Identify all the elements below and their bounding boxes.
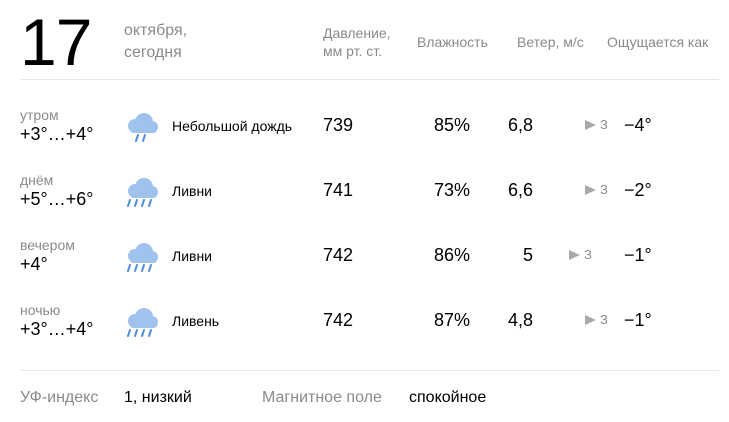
humidity-value: 87%	[434, 310, 471, 330]
forecast-row: днём +5°…+6° Ливни 741 73% 6,6 З −2°	[0, 172, 729, 232]
period-label: утром	[20, 107, 59, 123]
wind-direction-label: З	[600, 182, 608, 197]
feels-like-value: −4°	[624, 115, 652, 135]
pressure-value: 742	[323, 245, 354, 265]
feels-like-value: −1°	[624, 310, 652, 330]
showers-cloud-icon	[127, 243, 158, 272]
wind-arrow-icon	[585, 315, 596, 325]
magnetic-field-value: спокойное	[409, 389, 487, 406]
header-divider	[20, 79, 719, 80]
condition-text: Ливни	[172, 248, 212, 264]
period-label: ночью	[20, 302, 61, 318]
period-label: днём	[20, 172, 54, 188]
pressure-value: 742	[323, 310, 354, 330]
pressure-value: 741	[323, 180, 354, 200]
humidity-value: 86%	[434, 245, 471, 265]
wind-direction: З	[585, 312, 608, 328]
temperature-range: +3°…+4°	[20, 319, 94, 339]
pressure-header-line2: мм рт. ст.	[323, 43, 383, 59]
humidity-value: 85%	[434, 115, 471, 135]
wind-arrow-icon	[585, 120, 596, 130]
heavy-rain-cloud-icon	[127, 308, 158, 337]
pressure-header-line1: Давление,	[323, 25, 391, 41]
wind-speed-value: 6,6	[507, 180, 533, 200]
day-number: 17	[20, 5, 92, 79]
condition-text: Ливень	[172, 313, 220, 329]
temperature-range: +3°…+4°	[20, 124, 94, 144]
condition-text: Ливни	[172, 183, 212, 199]
humidity-column-header: Влажность	[417, 34, 488, 50]
light-rain-cloud-icon	[128, 113, 158, 142]
period-label: вечером	[20, 237, 75, 253]
feels-like-value: −1°	[624, 245, 652, 265]
wind-direction: З	[569, 247, 592, 263]
footer-divider	[20, 370, 719, 371]
feels-like-column-header: Ощущается как	[607, 34, 709, 50]
pressure-column-header: Давление, мм рт. ст.	[323, 24, 391, 60]
wind-column-header: Ветер, м/с	[517, 34, 584, 50]
wind-direction-label: З	[600, 117, 608, 132]
pressure-value: 739	[323, 115, 354, 135]
showers-cloud-icon	[127, 178, 158, 207]
forecast-row: вечером +4° Ливни 742 86% 5 З −1°	[0, 237, 729, 297]
temperature-range: +4°	[20, 254, 48, 274]
humidity-value: 73%	[434, 180, 471, 200]
feels-like-value: −2°	[624, 180, 652, 200]
forecast-row: ночью +3°…+4° Ливень 742 87% 4,8 З −1°	[0, 302, 729, 362]
wind-arrow-icon	[585, 185, 596, 195]
wind-speed-value: 6,8	[507, 115, 533, 135]
uv-index-label: УФ-индекс	[20, 389, 99, 406]
date-subtitle: октября, сегодня	[124, 20, 187, 64]
wind-direction: З	[585, 182, 608, 198]
wind-direction: З	[585, 117, 608, 133]
wind-speed-value: 5	[522, 245, 533, 265]
wind-arrow-icon	[569, 250, 580, 260]
uv-index-value: 1, низкий	[124, 389, 192, 406]
forecast-row: утром +3°…+4° Небольшой дождь 739 85% 6,…	[0, 107, 729, 167]
temperature-range: +5°…+6°	[20, 189, 94, 209]
magnetic-field-label: Магнитное поле	[262, 389, 382, 406]
wind-direction-label: З	[600, 312, 608, 327]
month-label: октября,	[124, 22, 188, 39]
relative-day-label: сегодня	[124, 44, 182, 61]
wind-speed-value: 4,8	[507, 310, 533, 330]
condition-text: Небольшой дождь	[172, 118, 293, 134]
wind-direction-label: З	[584, 247, 592, 262]
